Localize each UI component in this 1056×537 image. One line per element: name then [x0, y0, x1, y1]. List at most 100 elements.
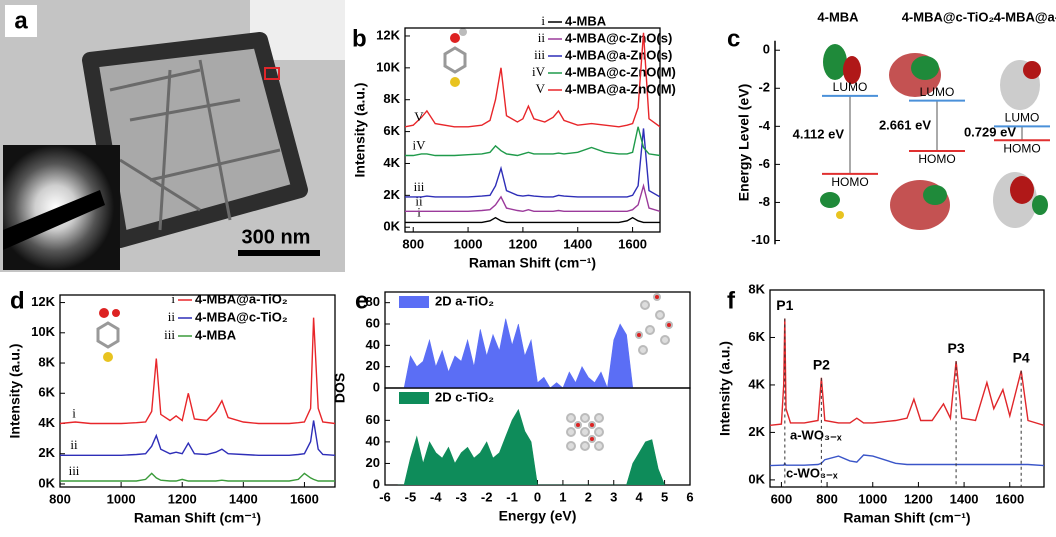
panel-label: c [727, 25, 740, 52]
x-tick-label: -2 [481, 489, 493, 504]
legend-tag: iii [534, 47, 545, 62]
column-title: 4-MBA@c-TiO₂ [902, 9, 995, 24]
dos-area [397, 408, 665, 485]
legend-label: 2D c-TiO₂ [435, 389, 494, 404]
y-tick-label: 8K [748, 281, 765, 296]
spectrum-line [770, 454, 1044, 467]
x-tick-label: 1200 [904, 491, 933, 506]
x-axis-label: Raman Shift (cm⁻¹) [469, 255, 596, 271]
panel-label: f [727, 287, 736, 314]
dos-area [397, 318, 665, 388]
peak-label: P1 [776, 297, 793, 313]
legend-swatch [399, 296, 429, 308]
y-axis-label: Energy Level (eV) [736, 84, 752, 202]
x-tick-label: -3 [455, 489, 467, 504]
y-tick-label: 12K [31, 294, 55, 309]
y-axis-label: Intensity (a.u.) [352, 83, 368, 178]
legend-tag: iii [164, 327, 175, 342]
spectrum-line [405, 183, 660, 213]
y-tick-label: 10K [376, 59, 400, 74]
gap-label: 0.729 eV [964, 125, 1016, 140]
peak-label: P4 [1013, 349, 1030, 365]
y-tick-label: 0K [748, 471, 765, 486]
x-axis-label: Raman Shift (cm⁻¹) [134, 510, 261, 526]
x-tick-label: 2 [585, 489, 592, 504]
y-tick-label: 0K [38, 475, 55, 490]
y-tick-label: 10K [31, 324, 55, 339]
x-tick-label: 1000 [454, 236, 483, 251]
legend-swatch [399, 392, 429, 404]
x-tick-label: 4 [636, 489, 644, 504]
x-axis-label: Energy (eV) [499, 508, 577, 524]
spectrum-line [405, 126, 660, 157]
series-label: a-WO₃₋ₓ [790, 427, 842, 442]
homo-label: HOMO [831, 175, 868, 189]
spectrum-line [770, 318, 1044, 426]
x-tick-label: 1600 [290, 491, 319, 506]
y-tick-label: -6 [758, 156, 770, 171]
x-tick-label: 5 [661, 489, 668, 504]
y-tick-label: -8 [758, 194, 770, 209]
y-tick-label: 12K [376, 27, 400, 42]
legend-label: 4-MBA [565, 13, 607, 28]
peak-label: P2 [813, 357, 830, 373]
spectrum-line [60, 317, 335, 425]
plot-frame [769, 289, 1045, 488]
legend-label: 4-MBA@c-TiO₂ [195, 309, 288, 324]
y-tick-label: 6K [383, 123, 400, 138]
x-tick-label: -6 [379, 489, 391, 504]
spectrum-line [60, 472, 335, 482]
legend-label: 4-MBA@a-ZnO(s) [565, 47, 672, 62]
curve-tag: iii [69, 463, 80, 478]
x-tick-label: 0 [534, 489, 541, 504]
y-tick-label: 6K [748, 329, 765, 344]
column-title: 4-MBA@a-TiO₂ [994, 9, 1056, 24]
x-tick-label: 6 [686, 489, 693, 504]
molecule-inset [96, 28, 673, 451]
lumo-label: LUMO [1005, 110, 1040, 124]
y-tick-label: 40 [366, 433, 380, 448]
x-tick-label: 1200 [508, 236, 537, 251]
plot-frame [59, 294, 336, 488]
x-tick-label: 800 [402, 236, 424, 251]
x-tick-label: 600 [771, 491, 793, 506]
panel: e 0 20 40 60 80 DOS 2D a-TiO₂ [332, 287, 691, 403]
panel: b 800 1000 1200 1400 1600 0K 2K 4K 6K 8K 10K 12K Rama… [352, 13, 676, 271]
y-tick-label: 2K [383, 187, 400, 202]
x-tick-label: 1000 [858, 491, 887, 506]
x-tick-label: 1 [559, 489, 566, 504]
y-tick-label: -2 [758, 80, 770, 95]
legend-label: 4-MBA [195, 327, 237, 342]
plot-frame [404, 27, 661, 233]
y-tick-label: -4 [758, 118, 770, 133]
panel-label: e [355, 287, 368, 314]
y-tick-label: 4K [748, 376, 765, 391]
x-tick-label: 1000 [107, 491, 136, 506]
y-tick-label: -10 [751, 232, 770, 247]
y-tick-label: 60 [366, 412, 380, 427]
y-tick-label: 0 [373, 379, 380, 394]
curve-tag: ii [70, 437, 78, 452]
gap-label: 2.661 eV [879, 117, 931, 132]
legend-tag: iV [532, 64, 546, 79]
legend-label: 2D a-TiO₂ [435, 293, 494, 308]
panel-label: d [10, 287, 25, 314]
legend-label: 4-MBA@c-ZnO(M) [565, 64, 676, 79]
gap-label: 4.112 eV [793, 126, 845, 141]
y-tick-label: 4K [383, 155, 400, 170]
x-tick-label: 1600 [995, 491, 1024, 506]
legend-label: 4-MBA@c-ZnO(s) [565, 30, 672, 45]
y-tick-label: 0 [763, 42, 770, 57]
x-tick-label: 1400 [950, 491, 979, 506]
spectrum-line [405, 216, 660, 224]
curve-tag: i [72, 405, 76, 420]
homo-label: HOMO [1003, 141, 1040, 155]
panel: f 600 800 1000 1200 1400 1600 0K 2K 4K 6K 8K Raman S… [717, 281, 1045, 526]
panel-label: b [352, 25, 367, 52]
x-axis-label: Raman Shift (cm⁻¹) [843, 510, 970, 526]
series-label: c-WO₃₋ₓ [786, 465, 838, 480]
y-tick-label: 20 [366, 455, 380, 470]
